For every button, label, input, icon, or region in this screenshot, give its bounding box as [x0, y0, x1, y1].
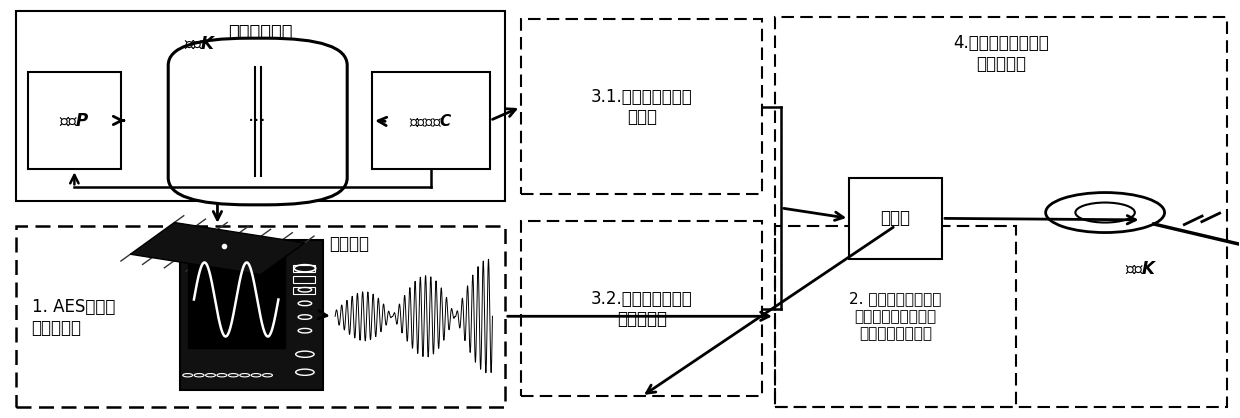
Text: 密码芯片: 密码芯片	[329, 235, 370, 253]
Text: 正确密文$\boldsymbol{C}$: 正确密文$\boldsymbol{C}$	[409, 112, 453, 129]
Text: 明文$\boldsymbol{P}$: 明文$\boldsymbol{P}$	[60, 112, 89, 130]
Bar	[29, 71, 120, 169]
Text: 3.2.汉明重多推断代
数方程表示: 3.2.汉明重多推断代 数方程表示	[590, 290, 693, 329]
Bar	[372, 71, 490, 169]
Bar	[775, 226, 1017, 407]
Bar	[521, 20, 763, 194]
Text: 2. 基于模板旁路分析
的密码加密中间状态
汉明重候选值推断: 2. 基于模板旁路分析 的密码加密中间状态 汉明重候选值推断	[849, 291, 941, 341]
Text: 解析器: 解析器	[880, 209, 910, 227]
Bar	[775, 18, 1226, 407]
Bar	[16, 226, 505, 407]
Text: 密钥$\boldsymbol{K}$: 密钥$\boldsymbol{K}$	[184, 35, 217, 53]
Text: 分组密码算法: 分组密码算法	[228, 23, 293, 42]
Bar	[849, 178, 942, 259]
Text: ···: ···	[248, 112, 267, 131]
Bar	[293, 276, 315, 283]
Polygon shape	[130, 222, 305, 275]
Text: 1. AES加密旁
路泄露采集: 1. AES加密旁 路泄露采集	[32, 298, 115, 337]
Text: 4.基于代数方程求解
的密钥恢复: 4.基于代数方程求解 的密钥恢复	[954, 34, 1049, 73]
Bar	[187, 251, 285, 348]
Bar	[521, 222, 763, 397]
FancyBboxPatch shape	[169, 38, 347, 205]
Text: 密钥$\boldsymbol{K}$: 密钥$\boldsymbol{K}$	[1125, 260, 1158, 278]
Bar	[16, 11, 505, 201]
Text: 3.1.密码算法代数方
程表示: 3.1.密码算法代数方 程表示	[590, 87, 693, 126]
Bar	[293, 287, 315, 293]
Bar	[180, 240, 322, 390]
Bar	[293, 265, 315, 272]
